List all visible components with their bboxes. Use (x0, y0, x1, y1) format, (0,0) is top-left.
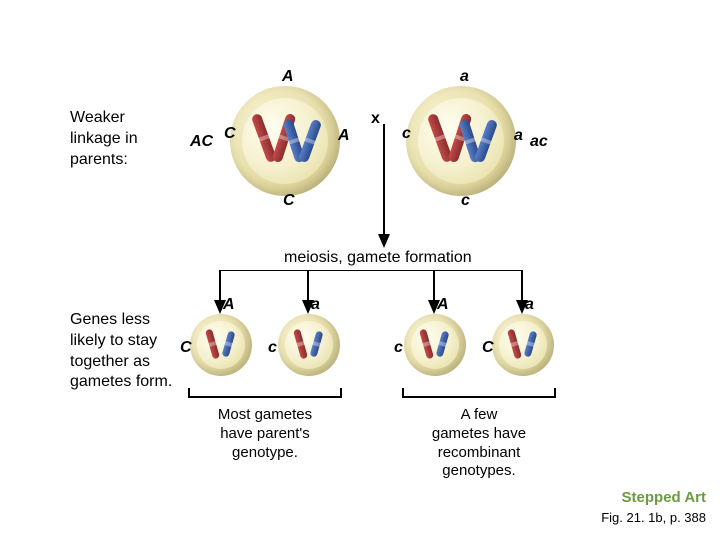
allele-label: C (224, 125, 236, 143)
allele-label: A (223, 296, 235, 314)
chromosome (436, 331, 450, 358)
footer-stepped-art: Stepped Art (586, 489, 706, 508)
allele-label: A (437, 296, 449, 314)
allele-label: A (338, 127, 350, 145)
chromosome (507, 329, 522, 360)
allele-label: a (311, 296, 320, 314)
branch-arrows (180, 270, 580, 314)
meiosis-label: meiosis, gamete formation (284, 249, 472, 267)
allele-label: ac (530, 133, 548, 151)
allele-label: c (461, 192, 470, 210)
cell-outer (406, 86, 516, 196)
side-label-parents: Weaker linkage in parents: (70, 108, 138, 170)
gamete-cell (190, 314, 252, 376)
allele-label: a (525, 296, 534, 314)
bracket-recomb (402, 388, 556, 398)
caption-parent: Most gametes have parent's genotype. (200, 406, 330, 462)
allele-label: c (268, 339, 277, 357)
gamete-cell (492, 314, 554, 376)
allele-label: c (402, 125, 411, 143)
allele-label: AC (190, 133, 213, 151)
chromosome (222, 331, 236, 358)
cell-outer (230, 86, 340, 196)
allele-label: a (514, 127, 523, 145)
cell-inner (418, 98, 504, 184)
allele-label: C (283, 192, 295, 210)
chromosome (310, 331, 324, 358)
cell-inner (285, 321, 333, 369)
allele-label: c (394, 339, 403, 357)
caption-recomb: A few gametes have recombinant genotypes… (414, 406, 544, 481)
cell-inner (197, 321, 245, 369)
gamete-cell (404, 314, 466, 376)
chromosome (524, 331, 538, 358)
allele-label: C (482, 339, 494, 357)
allele-label: C (180, 339, 192, 357)
chromosome (474, 119, 498, 164)
cell-inner (499, 321, 547, 369)
chromosome (298, 119, 322, 164)
allele-label: a (460, 68, 469, 86)
side-label-gametes: Genes less likely to stay together as ga… (70, 310, 172, 393)
meiosis-arrow (376, 124, 392, 248)
gamete-cell (278, 314, 340, 376)
chromosome (293, 329, 308, 360)
footer-fig: Fig. 21. 1b, p. 388 (546, 510, 706, 526)
cell-inner (411, 321, 459, 369)
cell-inner (242, 98, 328, 184)
allele-label: A (282, 68, 294, 86)
bracket-parent (188, 388, 342, 398)
chromosome (205, 329, 220, 360)
chromosome (419, 329, 434, 360)
